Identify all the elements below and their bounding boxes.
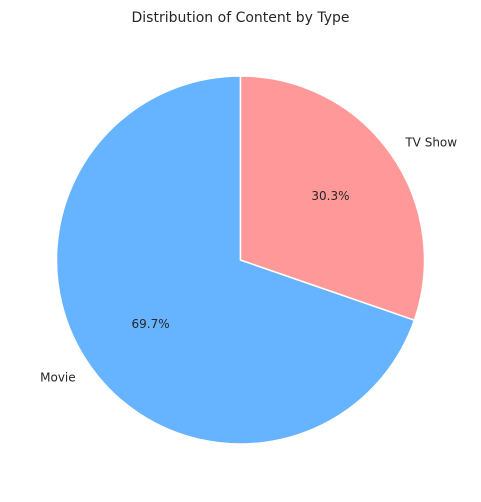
slice-percent-movie: 69.7% bbox=[132, 317, 170, 331]
slice-percent-tv-show: 30.3% bbox=[311, 189, 349, 203]
chart-title: Distribution of Content by Type bbox=[132, 10, 350, 26]
slice-label-tv-show: TV Show bbox=[404, 136, 457, 150]
pie-slices bbox=[55, 75, 426, 445]
slice-label-movie: Movie bbox=[40, 370, 76, 384]
pie-slice-movie bbox=[55, 75, 416, 445]
pie-slice-tv-show bbox=[239, 75, 426, 321]
pie-labels: Movie 69.7% TV Show 30.3% bbox=[40, 136, 457, 385]
